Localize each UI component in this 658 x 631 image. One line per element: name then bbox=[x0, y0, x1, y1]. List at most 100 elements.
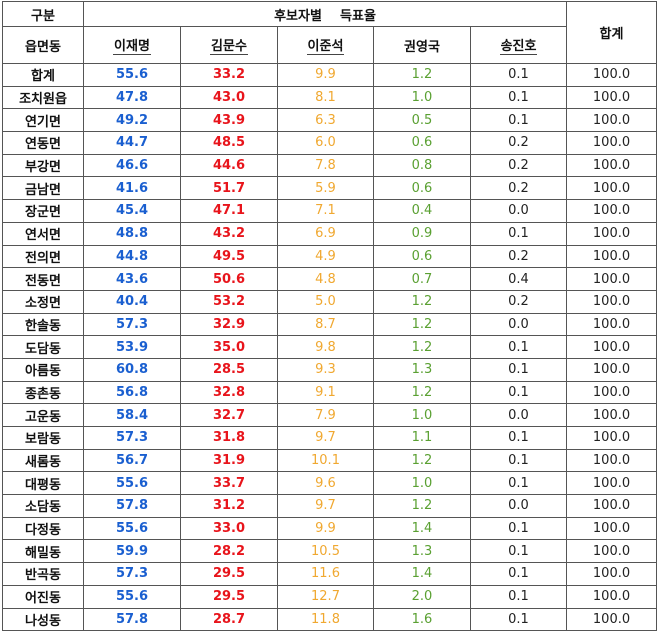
lee-junseok-share: 4.9 bbox=[277, 244, 374, 269]
total-share: 100.0 bbox=[566, 471, 658, 496]
song-jinho-share: 0.1 bbox=[469, 426, 568, 450]
candidate-name: 송진호 bbox=[499, 35, 538, 55]
total-share: 100.0 bbox=[566, 289, 658, 314]
song-jinho-share: 0.1 bbox=[469, 516, 568, 541]
lee-jaemyung-share: 56.8 bbox=[83, 380, 181, 405]
lee-junseok-share: 7.1 bbox=[277, 199, 374, 223]
region-name: 해밀동 bbox=[2, 539, 84, 564]
total-share: 100.0 bbox=[566, 562, 658, 586]
table-row: 도담동 53.9 35.0 9.8 1.2 0.1 100.0 bbox=[2, 335, 658, 359]
song-jinho-share: 0.1 bbox=[469, 63, 568, 87]
lee-junseok-share: 6.3 bbox=[277, 108, 374, 133]
region-name: 도담동 bbox=[2, 335, 84, 359]
song-jinho-share: 0.1 bbox=[469, 539, 568, 564]
kwon-youngguk-share: 0.4 bbox=[373, 199, 471, 223]
kim-moonsoo-share: 31.2 bbox=[180, 494, 278, 518]
total-share: 100.0 bbox=[566, 584, 658, 609]
kwon-youngguk-share: 0.6 bbox=[373, 131, 471, 155]
lee-junseok-share: 9.8 bbox=[277, 335, 374, 359]
table-row: 어진동 55.6 29.5 12.7 2.0 0.1 100.0 bbox=[2, 584, 658, 609]
kwon-youngguk-share: 1.1 bbox=[373, 426, 471, 450]
lee-junseok-share: 4.8 bbox=[277, 267, 374, 291]
song-jinho-share: 0.4 bbox=[469, 267, 568, 291]
song-jinho-share: 0.0 bbox=[469, 199, 568, 223]
kwon-youngguk-share: 1.0 bbox=[373, 403, 471, 427]
lee-jaemyung-share: 44.7 bbox=[83, 131, 181, 155]
song-jinho-share: 0.0 bbox=[469, 403, 568, 427]
kwon-youngguk-share: 1.2 bbox=[373, 312, 471, 337]
kim-moonsoo-share: 51.7 bbox=[180, 176, 278, 201]
song-jinho-share: 0.0 bbox=[469, 312, 568, 337]
kim-moonsoo-share: 33.2 bbox=[180, 63, 278, 87]
kwon-youngguk-share: 1.4 bbox=[373, 562, 471, 586]
table-row: 해밀동 59.9 28.2 10.5 1.3 0.1 100.0 bbox=[2, 539, 658, 564]
table-row: 대평동 55.6 33.7 9.6 1.0 0.1 100.0 bbox=[2, 471, 658, 496]
total-share: 100.0 bbox=[566, 108, 658, 133]
total-share: 100.0 bbox=[566, 312, 658, 337]
lee-junseok-share: 5.9 bbox=[277, 176, 374, 201]
kim-moonsoo-share: 33.0 bbox=[180, 516, 278, 541]
lee-jaemyung-share: 43.6 bbox=[83, 267, 181, 291]
lee-jaemyung-share: 55.6 bbox=[83, 471, 181, 496]
total-share: 100.0 bbox=[566, 516, 658, 541]
total-share: 100.0 bbox=[566, 335, 658, 359]
table-row: 전동면 43.6 50.6 4.8 0.7 0.4 100.0 bbox=[2, 267, 658, 291]
song-jinho-share: 0.2 bbox=[469, 244, 568, 269]
kim-moonsoo-share: 47.1 bbox=[180, 199, 278, 223]
table-row: 반곡동 57.3 29.5 11.6 1.4 0.1 100.0 bbox=[2, 562, 658, 586]
total-share: 100.0 bbox=[566, 221, 658, 246]
song-jinho-share: 0.2 bbox=[469, 131, 568, 155]
kwon-youngguk-share: 0.8 bbox=[373, 153, 471, 178]
kim-moonsoo-share: 44.6 bbox=[180, 153, 278, 178]
total-share: 100.0 bbox=[566, 85, 658, 110]
region-name: 고운동 bbox=[2, 403, 84, 427]
song-jinho-share: 0.1 bbox=[469, 471, 568, 496]
kim-moonsoo-share: 32.9 bbox=[180, 312, 278, 337]
lee-jaemyung-share: 49.2 bbox=[83, 108, 181, 133]
lee-junseok-share: 8.7 bbox=[277, 312, 374, 337]
table-row: 연동면 44.7 48.5 6.0 0.6 0.2 100.0 bbox=[2, 131, 658, 155]
song-jinho-share: 0.1 bbox=[469, 335, 568, 359]
kim-moonsoo-share: 43.9 bbox=[180, 108, 278, 133]
kim-moonsoo-share: 33.7 bbox=[180, 471, 278, 496]
region-name: 장군면 bbox=[2, 199, 84, 223]
table-row: 소담동 57.8 31.2 9.7 1.2 0.0 100.0 bbox=[2, 494, 658, 518]
region-name: 전의면 bbox=[2, 244, 84, 269]
table-row: 나성동 57.8 28.7 11.8 1.6 0.1 100.0 bbox=[2, 607, 658, 631]
lee-junseok-share: 9.1 bbox=[277, 380, 374, 405]
lee-junseok-share: 9.7 bbox=[277, 426, 374, 450]
song-jinho-share: 0.1 bbox=[469, 221, 568, 246]
lee-junseok-share: 9.9 bbox=[277, 516, 374, 541]
total-share: 100.0 bbox=[566, 63, 658, 87]
lee-jaemyung-share: 47.8 bbox=[83, 85, 181, 110]
total-share: 100.0 bbox=[566, 607, 658, 631]
kim-moonsoo-share: 31.9 bbox=[180, 448, 278, 473]
lee-junseok-share: 11.6 bbox=[277, 562, 374, 586]
table-row: 종촌동 56.8 32.8 9.1 1.2 0.1 100.0 bbox=[2, 380, 658, 405]
table-row: 연서면 48.8 43.2 6.9 0.9 0.1 100.0 bbox=[2, 221, 658, 246]
song-jinho-share: 0.1 bbox=[469, 562, 568, 586]
lee-jaemyung-share: 58.4 bbox=[83, 403, 181, 427]
song-jinho-share: 0.1 bbox=[469, 584, 568, 609]
lee-jaemyung-share: 53.9 bbox=[83, 335, 181, 359]
total-share: 100.0 bbox=[566, 380, 658, 405]
table-row: 다정동 55.6 33.0 9.9 1.4 0.1 100.0 bbox=[2, 516, 658, 541]
region-name: 연기면 bbox=[2, 108, 84, 133]
kim-moonsoo-share: 43.2 bbox=[180, 221, 278, 246]
kwon-youngguk-share: 1.3 bbox=[373, 357, 471, 382]
region-name: 새롬동 bbox=[2, 448, 84, 473]
region-header: 읍면동 bbox=[2, 26, 84, 64]
song-jinho-share: 0.1 bbox=[469, 357, 568, 382]
region-name: 어진동 bbox=[2, 584, 84, 609]
table-row: 금남면 41.6 51.7 5.9 0.6 0.2 100.0 bbox=[2, 176, 658, 201]
kwon-youngguk-share: 0.6 bbox=[373, 176, 471, 201]
kwon-youngguk-share: 1.6 bbox=[373, 607, 471, 631]
total-share: 100.0 bbox=[566, 244, 658, 269]
region-name: 반곡동 bbox=[2, 562, 84, 586]
total-share: 100.0 bbox=[566, 131, 658, 155]
lee-jaemyung-share: 57.8 bbox=[83, 494, 181, 518]
candidate-header-5: 송진호 bbox=[469, 26, 568, 64]
lee-jaemyung-share: 44.8 bbox=[83, 244, 181, 269]
group-header: 구분 bbox=[2, 1, 84, 27]
